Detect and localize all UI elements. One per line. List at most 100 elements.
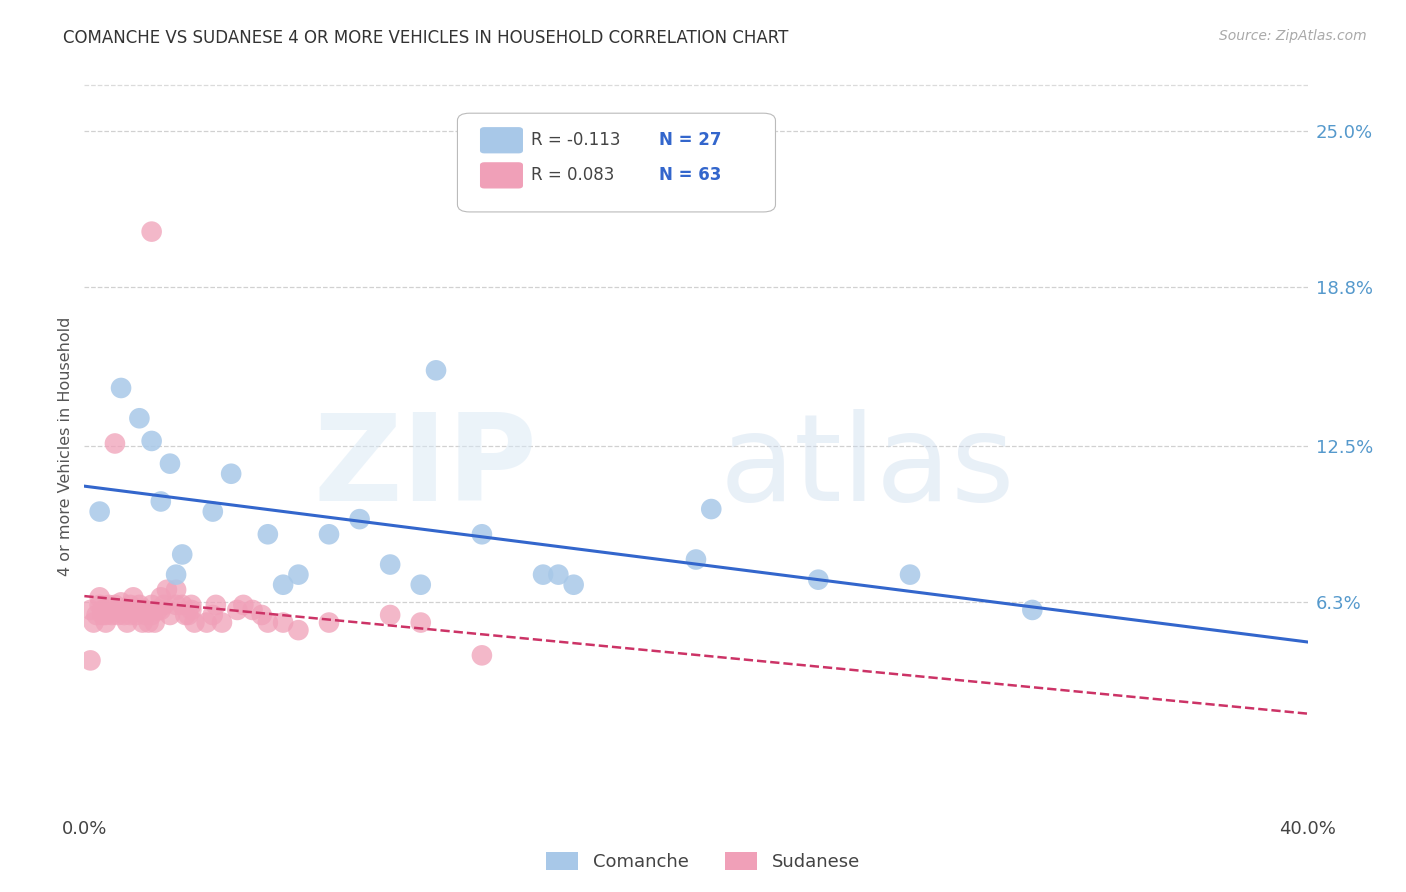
Point — [115, 615, 138, 630]
Point — [1021, 603, 1043, 617]
Point — [120, 598, 142, 612]
Point — [159, 607, 181, 622]
Point — [165, 598, 187, 612]
Point — [177, 607, 200, 622]
Text: R = 0.083: R = 0.083 — [531, 167, 614, 185]
Point — [83, 615, 105, 630]
Point — [531, 567, 554, 582]
Point — [219, 467, 242, 481]
Point — [201, 607, 224, 622]
Point — [89, 598, 111, 612]
Point — [79, 603, 101, 617]
Point — [104, 598, 127, 612]
Point — [547, 567, 569, 582]
Point — [110, 603, 132, 617]
Point — [257, 615, 280, 630]
Point — [135, 603, 157, 617]
Point — [165, 567, 187, 582]
Point — [271, 615, 294, 630]
Text: ZIP: ZIP — [314, 409, 537, 526]
Point — [180, 598, 202, 612]
Text: COMANCHE VS SUDANESE 4 OR MORE VEHICLES IN HOUSEHOLD CORRELATION CHART: COMANCHE VS SUDANESE 4 OR MORE VEHICLES … — [63, 29, 789, 46]
Point — [562, 578, 585, 592]
Point — [257, 527, 280, 541]
Point — [135, 607, 157, 622]
Point — [685, 552, 707, 566]
Point — [122, 591, 145, 605]
Point — [271, 578, 294, 592]
Point — [120, 607, 142, 622]
Text: N = 27: N = 27 — [659, 131, 721, 149]
Point — [898, 567, 921, 582]
Point — [112, 607, 135, 622]
Point — [128, 603, 150, 617]
Point — [141, 598, 163, 612]
Point — [91, 607, 114, 622]
Point — [131, 615, 153, 630]
Point — [318, 615, 340, 630]
Point — [146, 603, 169, 617]
Point — [128, 598, 150, 612]
Point — [94, 615, 117, 630]
Point — [287, 623, 309, 637]
Point — [149, 591, 172, 605]
Point — [138, 615, 160, 630]
Point — [425, 363, 447, 377]
Point — [195, 615, 218, 630]
Point — [89, 505, 111, 519]
Point — [349, 512, 371, 526]
Point — [380, 607, 402, 622]
Point — [409, 578, 432, 592]
Point — [141, 434, 163, 448]
Point — [149, 603, 172, 617]
Point — [287, 567, 309, 582]
Point — [201, 505, 224, 519]
Point — [242, 603, 264, 617]
Point — [211, 615, 233, 630]
Point — [250, 607, 273, 622]
Point — [172, 598, 194, 612]
Text: N = 63: N = 63 — [659, 167, 721, 185]
Point — [172, 548, 194, 562]
Point — [159, 457, 181, 471]
Point — [107, 607, 129, 622]
Point — [174, 607, 197, 622]
Text: atlas: atlas — [720, 409, 1015, 526]
Point — [380, 558, 402, 572]
Point — [156, 582, 179, 597]
Point — [143, 615, 166, 630]
Point — [110, 595, 132, 609]
Point — [149, 494, 172, 508]
Y-axis label: 4 or more Vehicles in Household: 4 or more Vehicles in Household — [58, 317, 73, 575]
FancyBboxPatch shape — [457, 113, 776, 212]
Text: R = -0.113: R = -0.113 — [531, 131, 620, 149]
Point — [104, 436, 127, 450]
Point — [232, 598, 254, 612]
Point — [700, 502, 723, 516]
Point — [141, 225, 163, 239]
Point — [471, 648, 494, 663]
Point — [183, 615, 205, 630]
Point — [409, 615, 432, 630]
Point — [101, 607, 124, 622]
Point — [91, 603, 114, 617]
Point — [128, 411, 150, 425]
Text: Source: ZipAtlas.com: Source: ZipAtlas.com — [1219, 29, 1367, 43]
Point — [318, 527, 340, 541]
Point — [180, 603, 202, 617]
Point — [807, 573, 830, 587]
Point — [471, 527, 494, 541]
Point — [205, 598, 228, 612]
Point — [79, 653, 101, 667]
Point — [141, 607, 163, 622]
Point — [89, 591, 111, 605]
Point — [125, 607, 148, 622]
Point — [97, 598, 120, 612]
Point — [104, 603, 127, 617]
Point — [94, 607, 117, 622]
FancyBboxPatch shape — [481, 163, 522, 188]
Point — [226, 603, 249, 617]
Legend: Comanche, Sudanese: Comanche, Sudanese — [538, 845, 868, 879]
Point — [165, 582, 187, 597]
Point — [110, 381, 132, 395]
